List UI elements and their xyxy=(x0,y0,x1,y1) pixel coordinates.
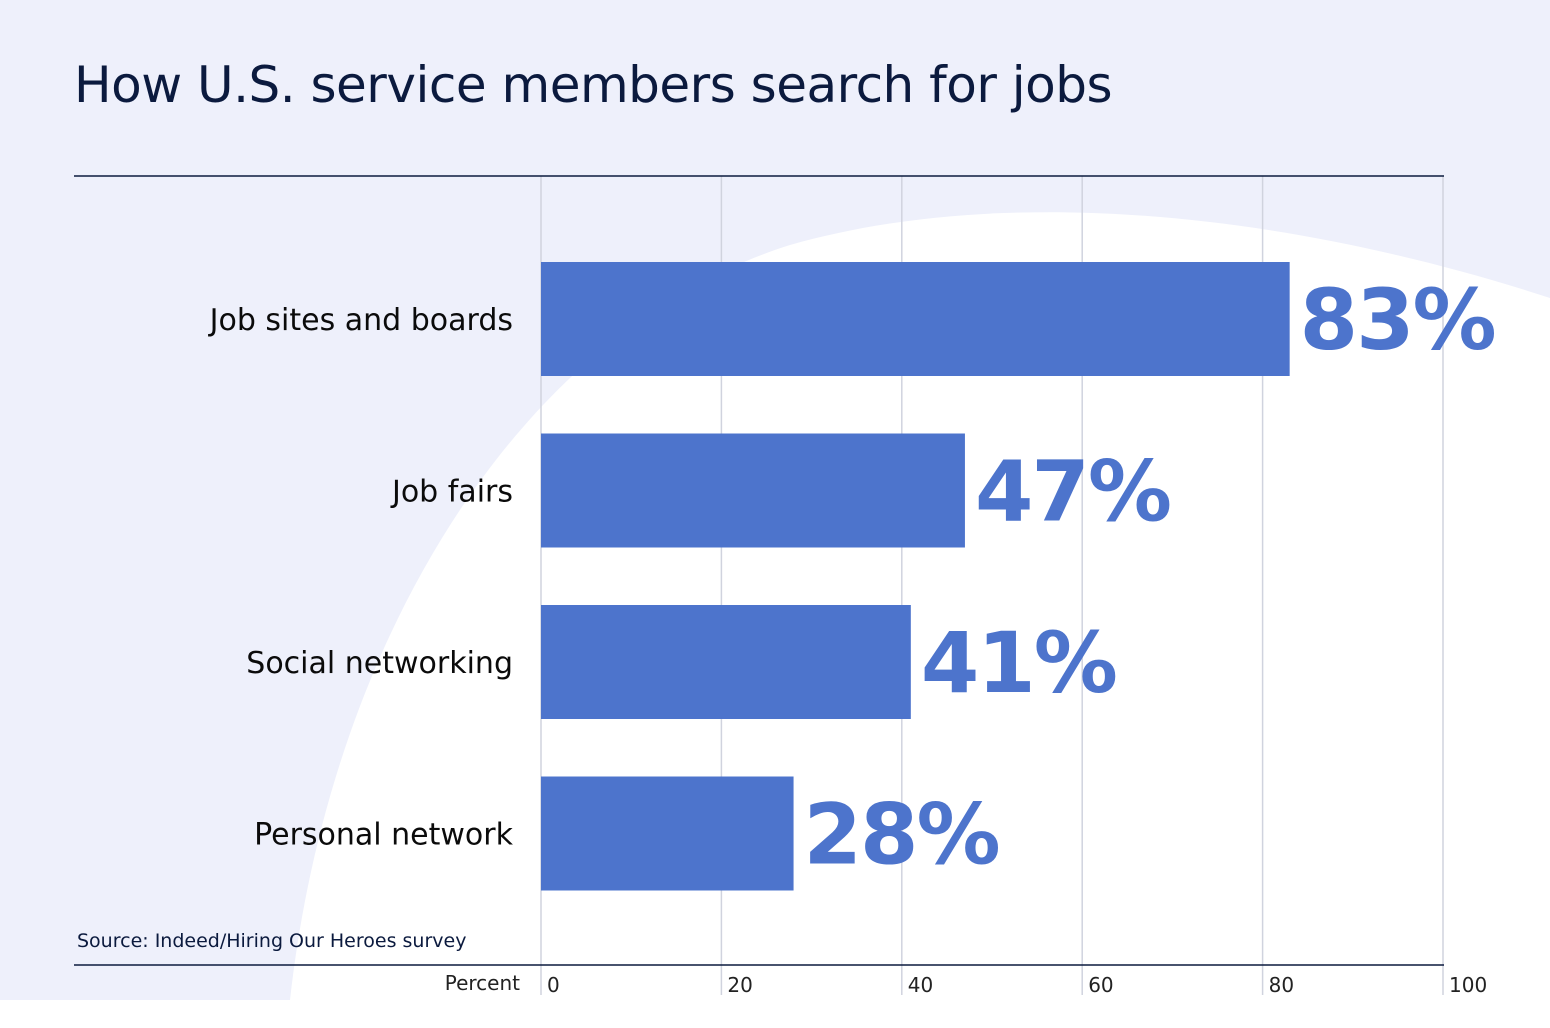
category-label: Social networking xyxy=(246,646,513,681)
category-label: Job sites and boards xyxy=(208,303,513,338)
bar xyxy=(541,605,911,719)
value-label: 83% xyxy=(1300,271,1495,369)
value-labels: 83% 47% 41% 28% xyxy=(804,271,1497,884)
source-note: Source: Indeed/Hiring Our Heroes survey xyxy=(77,930,467,952)
bar xyxy=(541,262,1290,376)
x-axis-ticks: 0 20 40 60 80 100 xyxy=(547,973,1487,997)
value-label: 28% xyxy=(804,786,999,884)
chart-title: How U.S. service members search for jobs xyxy=(74,56,1113,114)
category-labels: Job sites and boards Job fairs Social netw… xyxy=(208,303,514,853)
category-label: Job fairs xyxy=(390,475,513,510)
bar xyxy=(541,433,965,548)
x-tick-label: 60 xyxy=(1088,973,1113,997)
x-axis-label: Percent xyxy=(445,971,520,995)
x-tick-label: 0 xyxy=(547,973,560,997)
value-label: 47% xyxy=(975,443,1170,541)
x-tick-label: 20 xyxy=(727,973,752,997)
x-tick-label: 80 xyxy=(1269,973,1294,997)
bar xyxy=(541,776,794,891)
category-label: Personal network xyxy=(254,818,514,853)
bars xyxy=(541,262,1290,891)
x-tick-label: 100 xyxy=(1449,973,1487,997)
value-label: 41% xyxy=(921,614,1116,712)
x-tick-label: 40 xyxy=(908,973,933,997)
